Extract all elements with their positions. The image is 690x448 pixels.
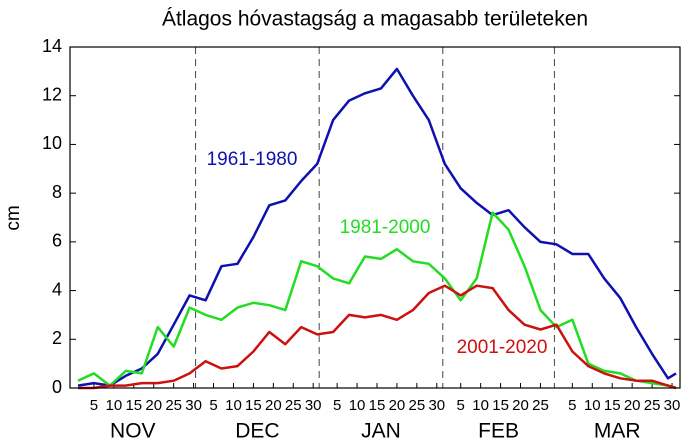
x-tick-label: 5 xyxy=(90,397,98,414)
x-tick-label: 10 xyxy=(349,397,366,414)
x-tick-label: 20 xyxy=(389,397,406,414)
x-tick-label: 15 xyxy=(125,397,142,414)
month-label: FEB xyxy=(478,420,519,443)
series-label: 2001-2020 xyxy=(457,337,548,358)
x-tick-label: 10 xyxy=(106,397,123,414)
month-label: DEC xyxy=(235,420,279,443)
chart-title: Átlagos hóvastagság a magasabb területek… xyxy=(162,8,588,31)
x-tick-label: 5 xyxy=(333,397,341,414)
y-tick-label: 2 xyxy=(52,328,62,348)
x-tick-label: 20 xyxy=(512,397,529,414)
y-axis-label: cm xyxy=(3,205,24,230)
x-tick-label: 15 xyxy=(245,397,262,414)
series-line xyxy=(78,284,677,390)
x-tick-label: 30 xyxy=(305,397,322,414)
y-tick-label: 6 xyxy=(52,231,62,251)
x-tick-label: 25 xyxy=(165,397,182,414)
y-tick-label: 14 xyxy=(42,36,62,56)
x-tick-label: 20 xyxy=(145,397,162,414)
month-label: JAN xyxy=(361,420,401,443)
x-tick-label: 10 xyxy=(472,397,489,414)
month-label: MAR xyxy=(594,420,641,443)
plot-frame xyxy=(69,46,681,389)
x-tick-label: 15 xyxy=(369,397,386,414)
x-tick-label: 15 xyxy=(492,397,509,414)
x-tick-label: 5 xyxy=(209,397,217,414)
x-tick-label: 10 xyxy=(225,397,242,414)
y-tick-label: 4 xyxy=(52,279,62,299)
y-tick-label: 0 xyxy=(52,377,62,397)
x-tick-label: 5 xyxy=(457,397,465,414)
x-tick-label: 30 xyxy=(664,397,681,414)
x-tick-label: 15 xyxy=(604,397,621,414)
x-tick-label: 30 xyxy=(428,397,445,414)
series-label: 1961-1980 xyxy=(207,149,298,170)
x-tick-label: 5 xyxy=(568,397,576,414)
x-tick-label: 25 xyxy=(409,397,426,414)
y-tick-label: 12 xyxy=(42,84,62,104)
series-label: 1981-2000 xyxy=(340,217,431,238)
x-tick-label: 25 xyxy=(285,397,302,414)
series-line xyxy=(77,211,677,390)
y-tick-label: 8 xyxy=(52,182,62,202)
month-label: NOV xyxy=(110,420,156,443)
x-tick-label: 10 xyxy=(584,397,601,414)
y-tick-label: 10 xyxy=(42,133,62,153)
series-line xyxy=(77,67,677,387)
x-tick-label: 25 xyxy=(644,397,661,414)
x-tick-label: 20 xyxy=(265,397,282,414)
x-tick-label: 30 xyxy=(185,397,202,414)
x-tick-label: 25 xyxy=(532,397,549,414)
x-tick-label: 20 xyxy=(624,397,641,414)
